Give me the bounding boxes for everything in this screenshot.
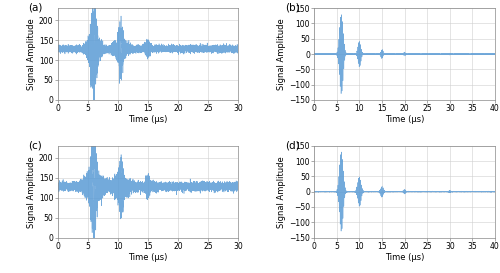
X-axis label: Time (μs): Time (μs): [128, 253, 168, 262]
Y-axis label: Signal Amplitude: Signal Amplitude: [278, 156, 286, 227]
Text: (a): (a): [28, 3, 43, 13]
Text: (d): (d): [286, 140, 300, 150]
Text: (c): (c): [28, 140, 42, 150]
Y-axis label: Signal Amplitude: Signal Amplitude: [278, 18, 286, 90]
Y-axis label: Signal Amplitude: Signal Amplitude: [27, 156, 36, 227]
X-axis label: Time (μs): Time (μs): [385, 115, 424, 124]
Y-axis label: Signal Amplitude: Signal Amplitude: [27, 18, 36, 90]
X-axis label: Time (μs): Time (μs): [385, 253, 424, 262]
Text: (b): (b): [286, 3, 300, 13]
X-axis label: Time (μs): Time (μs): [128, 115, 168, 124]
